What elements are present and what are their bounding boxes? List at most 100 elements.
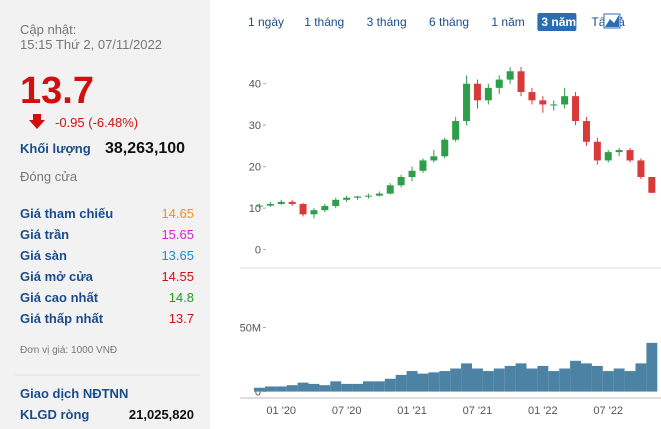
- candle-body: [255, 205, 263, 207]
- candle-body: [277, 201, 285, 204]
- volume-bar: [537, 365, 549, 392]
- candle-body: [288, 201, 296, 204]
- row-label: Giá sàn: [20, 248, 67, 263]
- tab-label: 1 tháng: [304, 15, 344, 29]
- candle-body: [572, 96, 580, 122]
- volume-bar: [526, 368, 538, 392]
- tab[interactable]: 6 tháng: [429, 15, 469, 29]
- candle-body: [648, 177, 656, 193]
- y2-tick-label: 0: [255, 387, 261, 399]
- volume-bar: [254, 387, 265, 392]
- candle-body: [593, 141, 601, 161]
- change: -0.95 (-6.48%): [55, 115, 138, 130]
- candle-body: [550, 104, 558, 106]
- volume-bar: [548, 371, 560, 392]
- down-arrow: [29, 114, 45, 129]
- updated-time: 15:15 Thứ 2, 07/11/2022: [20, 37, 162, 52]
- volume-label: Khối lượng: [20, 141, 91, 156]
- tab-label: 1 năm: [491, 15, 524, 29]
- volume-bar: [570, 360, 581, 392]
- volume-bar: [591, 365, 603, 392]
- candle-body: [484, 87, 492, 101]
- tab[interactable]: 3 năm: [537, 13, 577, 31]
- candle-body: [397, 177, 405, 186]
- y-tick-label: 30: [249, 120, 261, 132]
- row-value: 14.65: [161, 206, 194, 221]
- volume-bar: [363, 381, 374, 392]
- row-value: 13.7: [169, 311, 194, 326]
- candle-body: [463, 83, 471, 122]
- volume-bar: [602, 371, 614, 392]
- volume-bar: [646, 342, 658, 392]
- x-tick-label: 07 '21: [463, 405, 493, 417]
- volume-bar: [461, 363, 472, 392]
- candle-body: [375, 193, 383, 196]
- candle-body: [310, 210, 318, 215]
- volume-bar: [450, 368, 462, 392]
- volume-bar: [515, 363, 527, 392]
- candle-body: [473, 83, 481, 101]
- tab[interactable]: 1 ngày: [248, 15, 284, 29]
- volume-bar: [264, 386, 276, 392]
- candle-body: [321, 206, 329, 211]
- volume-bar: [275, 386, 287, 392]
- tab[interactable]: 3 tháng: [367, 15, 407, 29]
- volume: 38,263,100: [105, 140, 185, 157]
- row-label: Giá cao nhất: [20, 290, 99, 305]
- info-panel: [0, 0, 210, 429]
- candle-body: [561, 96, 569, 105]
- candle-body: [430, 156, 438, 161]
- y-tick-label: 40: [249, 79, 261, 91]
- row-label: Giá thấp nhất: [20, 311, 104, 326]
- volume-bar: [330, 381, 342, 392]
- volume-bar: [352, 383, 363, 392]
- updated-label: Cập nhật:: [20, 22, 76, 37]
- candle-body: [517, 71, 525, 93]
- tab[interactable]: 1 năm: [491, 15, 524, 29]
- tab[interactable]: 1 tháng: [304, 15, 344, 29]
- volume-bar: [624, 371, 636, 392]
- candle-body: [343, 197, 351, 200]
- candle-body: [364, 195, 372, 197]
- candle-body: [495, 79, 503, 88]
- volume-bar: [635, 363, 647, 392]
- candle-body: [332, 199, 340, 207]
- y-tick-label: 20: [249, 162, 261, 174]
- unit-note: Đơn vị giá: 1000 VNĐ: [20, 345, 117, 356]
- volume-bar: [472, 368, 483, 392]
- tab-label: 3 tháng: [367, 15, 407, 29]
- candle-body: [266, 203, 274, 206]
- volume-bar: [493, 368, 505, 392]
- volume-bar: [395, 374, 407, 392]
- candle-body: [408, 170, 416, 178]
- row-value: 15.65: [161, 227, 194, 242]
- x-tick-label: 01 '20: [266, 405, 296, 417]
- volume-bar: [504, 365, 516, 392]
- tab-label: 1 ngày: [248, 15, 284, 29]
- tab-label: 3 năm: [541, 15, 576, 29]
- volume-bar: [308, 383, 320, 392]
- row-value: 13.65: [161, 248, 194, 263]
- x-tick-label: 01 '22: [528, 405, 558, 417]
- y2-tick-label: 50M: [240, 322, 261, 334]
- net-value: 21,025,820: [129, 407, 194, 422]
- volume-bar: [559, 368, 571, 392]
- x-tick-label: 07 '22: [593, 405, 623, 417]
- volume-bar: [341, 383, 353, 392]
- x-tick-label: 07 '20: [332, 405, 362, 417]
- candle-body: [386, 185, 394, 194]
- candle-body: [637, 160, 645, 178]
- volume-bar: [439, 371, 451, 392]
- candle-body: [615, 150, 623, 153]
- candle-body: [582, 121, 590, 142]
- candle-body: [539, 100, 547, 105]
- row-label: Giá trần: [20, 227, 69, 242]
- chart-icon: [603, 13, 621, 29]
- candle-body: [419, 160, 427, 171]
- candle-body: [452, 121, 460, 140]
- tab-label: 6 tháng: [429, 15, 469, 29]
- volume-bar: [581, 363, 592, 392]
- volume-bar: [428, 372, 440, 392]
- candle-body: [441, 139, 449, 157]
